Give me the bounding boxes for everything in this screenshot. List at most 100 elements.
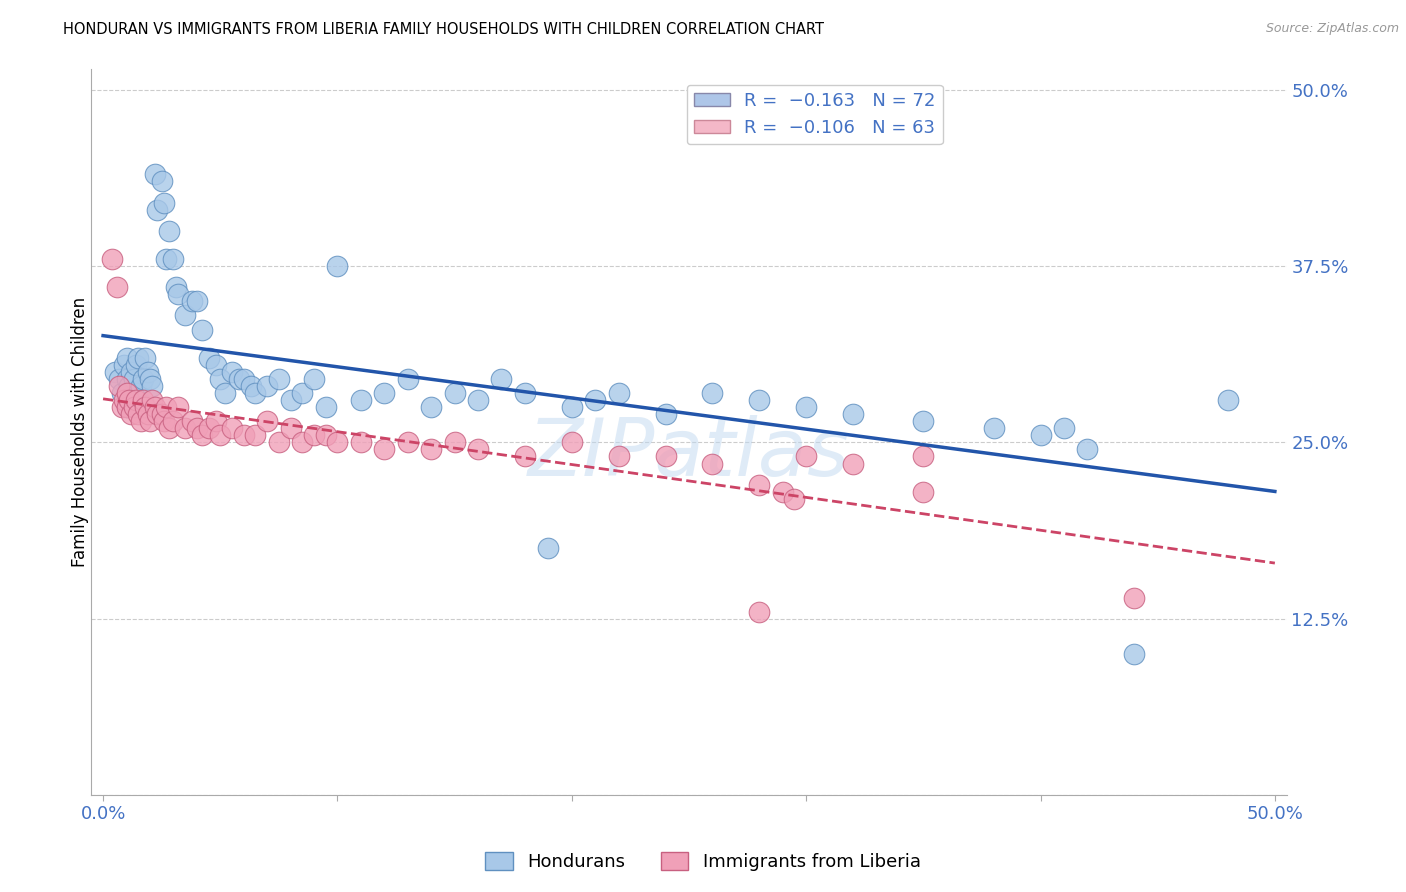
Point <box>607 450 630 464</box>
Point <box>134 400 156 414</box>
Point <box>326 259 349 273</box>
Point <box>221 421 243 435</box>
Point <box>326 435 349 450</box>
Point <box>112 358 135 372</box>
Point <box>256 379 278 393</box>
Point <box>204 358 226 372</box>
Point <box>467 442 489 457</box>
Point <box>209 372 232 386</box>
Point <box>221 365 243 379</box>
Point <box>174 421 197 435</box>
Point <box>654 450 676 464</box>
Point <box>420 400 443 414</box>
Point <box>157 224 180 238</box>
Point <box>143 400 166 414</box>
Text: Source: ZipAtlas.com: Source: ZipAtlas.com <box>1265 22 1399 36</box>
Point <box>583 392 606 407</box>
Point <box>165 280 187 294</box>
Point <box>513 386 536 401</box>
Point <box>122 400 145 414</box>
Point <box>748 605 770 619</box>
Point <box>302 428 325 442</box>
Point <box>214 386 236 401</box>
Point <box>912 414 935 428</box>
Point <box>134 351 156 365</box>
Point <box>373 442 395 457</box>
Point <box>1123 591 1146 605</box>
Point <box>537 541 560 556</box>
Point <box>132 392 155 407</box>
Point <box>204 414 226 428</box>
Point <box>112 392 135 407</box>
Point <box>108 379 131 393</box>
Point <box>120 365 142 379</box>
Point <box>794 450 817 464</box>
Point <box>167 287 190 301</box>
Point <box>702 457 724 471</box>
Point <box>115 386 138 401</box>
Point <box>302 372 325 386</box>
Text: ZIPatlas: ZIPatlas <box>527 415 851 492</box>
Point <box>139 414 162 428</box>
Point <box>155 252 177 266</box>
Point <box>141 392 163 407</box>
Point <box>280 392 302 407</box>
Point <box>118 392 141 407</box>
Point <box>174 309 197 323</box>
Point <box>654 407 676 421</box>
Point <box>983 421 1005 435</box>
Point <box>139 372 162 386</box>
Point <box>125 392 148 407</box>
Point <box>256 414 278 428</box>
Point <box>186 421 208 435</box>
Point <box>373 386 395 401</box>
Point <box>153 414 176 428</box>
Point <box>108 372 131 386</box>
Point <box>132 372 155 386</box>
Text: HONDURAN VS IMMIGRANTS FROM LIBERIA FAMILY HOUSEHOLDS WITH CHILDREN CORRELATION : HONDURAN VS IMMIGRANTS FROM LIBERIA FAMI… <box>63 22 824 37</box>
Point <box>141 379 163 393</box>
Point <box>115 351 138 365</box>
Point <box>115 400 138 414</box>
Point <box>1076 442 1098 457</box>
Point <box>129 414 152 428</box>
Point <box>111 386 134 401</box>
Point <box>155 400 177 414</box>
Point <box>146 407 169 421</box>
Legend: R =  −0.163   N = 72, R =  −0.106   N = 63: R = −0.163 N = 72, R = −0.106 N = 63 <box>686 85 943 145</box>
Point <box>350 435 373 450</box>
Point <box>197 351 219 365</box>
Point <box>291 386 314 401</box>
Point <box>197 421 219 435</box>
Point <box>396 435 419 450</box>
Point <box>245 428 267 442</box>
Point <box>513 450 536 464</box>
Point <box>396 372 419 386</box>
Point <box>491 372 513 386</box>
Point <box>181 414 204 428</box>
Point <box>912 450 935 464</box>
Point <box>783 491 806 506</box>
Point <box>120 407 142 421</box>
Point <box>267 435 290 450</box>
Point <box>1216 392 1239 407</box>
Point <box>127 351 149 365</box>
Point <box>157 421 180 435</box>
Point <box>702 386 724 401</box>
Point <box>136 407 159 421</box>
Point <box>111 400 134 414</box>
Point <box>150 407 173 421</box>
Point <box>912 484 935 499</box>
Point <box>772 484 794 499</box>
Point <box>228 372 250 386</box>
Point <box>190 428 212 442</box>
Point <box>181 294 204 309</box>
Point <box>232 428 254 442</box>
Point <box>239 379 262 393</box>
Point <box>315 428 337 442</box>
Point <box>209 428 232 442</box>
Point <box>162 252 184 266</box>
Point <box>607 386 630 401</box>
Point <box>104 365 127 379</box>
Point <box>443 386 465 401</box>
